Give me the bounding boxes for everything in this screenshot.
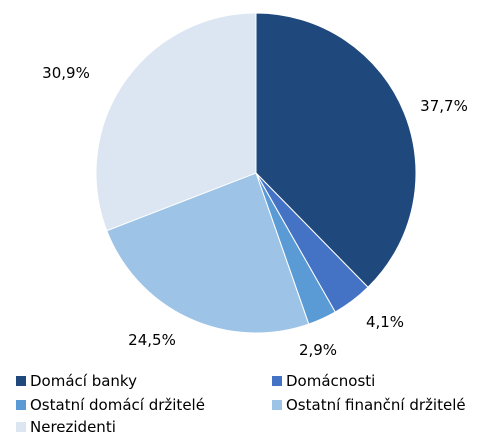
pie-chart: 37,7% 4,1% 2,9% 24,5% 30,9% — [42, 12, 468, 359]
legend-label: Ostatní finanční držitelé — [286, 396, 466, 414]
legend-swatch — [16, 422, 26, 432]
legend-swatch — [16, 376, 26, 386]
data-label-nerezidenti: 30,9% — [42, 64, 90, 82]
pie-slice-domaci-banky — [255, 12, 417, 288]
data-label-domaci-banky: 37,7% — [420, 97, 468, 115]
legend-label: Domácí banky — [30, 372, 137, 390]
data-label-domacnosti: 4,1% — [366, 313, 404, 331]
legend-item-nerezidenti: Nerezidenti — [16, 418, 116, 436]
legend-label: Nerezidenti — [30, 418, 116, 436]
data-label-ostatni-financni-drzitele: 24,5% — [128, 331, 176, 349]
pie-slice-nerezidenti — [95, 12, 257, 232]
legend-item-ostatni-domaci-drzitele: Ostatní domácí držitelé — [16, 396, 205, 414]
legend-swatch — [16, 400, 26, 410]
legend-label: Ostatní domácí držitelé — [30, 396, 205, 414]
legend-item-domacnosti: Domácnosti — [272, 372, 375, 390]
data-label-ostatni-domaci-drzitele: 2,9% — [299, 341, 337, 359]
legend-swatch — [272, 376, 282, 386]
legend: Domácí banky Domácnosti Ostatní domácí d… — [0, 368, 486, 436]
legend-swatch — [272, 400, 282, 410]
legend-label: Domácnosti — [286, 372, 376, 390]
legend-item-domaci-banky: Domácí banky — [16, 372, 137, 390]
legend-item-ostatni-financni-drzitele: Ostatní finanční držitelé — [272, 396, 466, 414]
pie-slice-ostatni-financni-drzitele — [106, 172, 310, 334]
